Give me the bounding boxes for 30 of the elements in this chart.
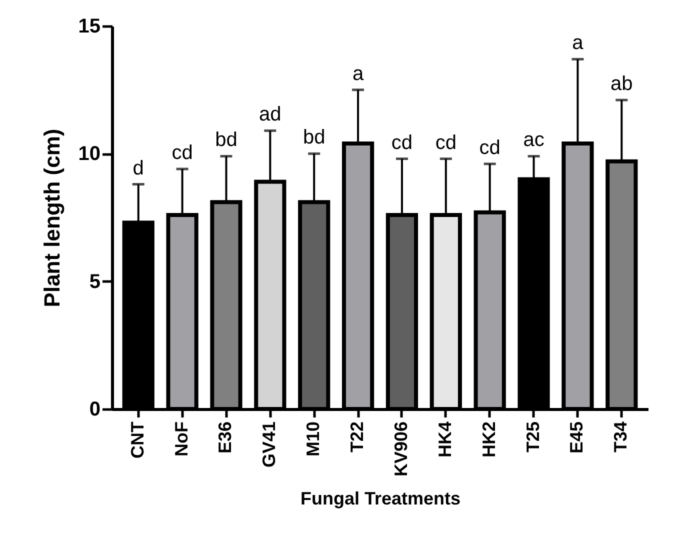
annotation: a	[352, 62, 364, 85]
x-tick-label: E45	[566, 422, 587, 454]
y-axis-title: Plant length (cm)	[39, 128, 64, 308]
annotation: ab	[610, 73, 633, 96]
x-axis-title: Fungal Treatments	[300, 488, 461, 509]
x-tick-label: KV906	[390, 422, 411, 477]
annotation: a	[572, 32, 584, 54]
annotation: bd	[215, 129, 238, 152]
y-tick-label: 5	[89, 270, 100, 293]
x-tick-label: HK4	[434, 422, 455, 458]
y-tick-label: 15	[78, 16, 100, 38]
annotation: cd	[435, 132, 456, 154]
x-tick-label: CNT	[127, 422, 148, 458]
x-tick-label: GV41	[259, 422, 280, 468]
annotation: cd	[391, 132, 413, 154]
annotation: ad	[259, 104, 282, 126]
annotation: cd	[479, 136, 500, 159]
y-tick-label: 0	[89, 398, 100, 420]
annotation: ac	[523, 129, 544, 152]
x-tick-label: T25	[522, 422, 543, 453]
x-tick-label: HK2	[478, 422, 499, 458]
y-tick-label: 10	[78, 143, 100, 166]
x-tick-label: M10	[303, 422, 324, 457]
annotation: cd	[172, 142, 193, 164]
x-tick-label: T34	[610, 422, 631, 453]
x-tick-label: E36	[215, 422, 236, 454]
x-tick-label: T22	[347, 422, 368, 453]
annotation: d	[132, 157, 144, 180]
x-tick-label: NoF	[171, 422, 192, 456]
annotation: bd	[302, 126, 326, 149]
